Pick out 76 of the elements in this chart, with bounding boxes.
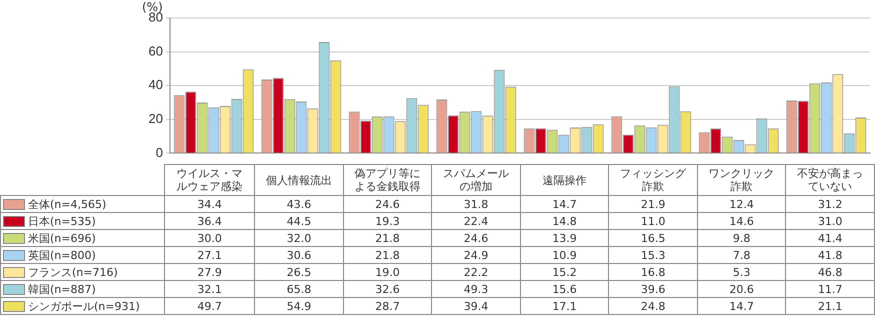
data-label: 21.1	[786, 298, 874, 314]
data-label: 21.8	[343, 246, 432, 264]
data-label: 7.8	[697, 246, 786, 264]
x-tick-label: 偽アプリ等による金銭取得	[343, 164, 432, 196]
data-label: 14.7	[697, 298, 786, 314]
data-label: 30.6	[254, 246, 344, 264]
data-label: 17.1	[520, 298, 609, 314]
y-tick-label: 40	[148, 77, 163, 92]
data-label: 15.6	[520, 280, 609, 298]
legend-label: シンガポール(n=931)	[0, 298, 165, 314]
data-label: 19.0	[343, 264, 432, 280]
data-label: 24.9	[432, 246, 520, 264]
data-label: 22.2	[432, 264, 520, 280]
data-label: 28.7	[343, 298, 432, 314]
legend-label: フランス(n=716)	[0, 264, 165, 280]
data-label: 21.9	[608, 196, 698, 212]
data-label: 10.9	[520, 246, 609, 264]
data-label: 12.4	[697, 196, 786, 212]
data-label: 15.2	[520, 264, 609, 280]
data-label: 16.8	[608, 264, 698, 280]
data-label: 14.7	[520, 196, 609, 212]
data-label: 46.8	[786, 264, 874, 280]
x-tick-label: ワンクリック詐欺	[697, 164, 786, 196]
data-label: 41.4	[786, 230, 874, 246]
data-label: 49.3	[432, 280, 520, 298]
data-label: 49.7	[164, 298, 255, 314]
legend-label: 日本(n=535)	[0, 212, 165, 230]
data-label: 31.8	[432, 196, 520, 212]
y-tick-label: 60	[148, 43, 163, 58]
data-label: 19.3	[343, 212, 432, 230]
data-label: 27.9	[164, 264, 255, 280]
data-label: 34.4	[164, 196, 255, 212]
data-label: 15.3	[608, 246, 698, 264]
data-label: 9.8	[697, 230, 786, 246]
data-label: 14.6	[697, 212, 786, 230]
data-label: 39.4	[432, 298, 520, 314]
data-label: 41.8	[786, 246, 874, 264]
x-tick-label: スパムメールの増加	[432, 164, 520, 196]
data-label: 32.0	[254, 230, 344, 246]
data-label: 36.4	[164, 212, 255, 230]
legend-label: 全体(n=4,565)	[0, 196, 165, 212]
data-label: 24.8	[608, 298, 698, 314]
data-label: 31.2	[786, 196, 874, 212]
x-tick-label: フィッシング詐欺	[608, 164, 698, 196]
y-tick-label: 20	[148, 110, 163, 126]
data-label: 65.8	[254, 280, 344, 298]
data-label: 11.7	[786, 280, 874, 298]
legend-label: 韓国(n=887)	[0, 280, 165, 298]
data-label: 11.0	[608, 212, 698, 230]
x-tick-label: 不安が高まっていない	[786, 164, 874, 196]
data-label: 24.6	[432, 230, 520, 246]
data-label: 30.0	[164, 230, 255, 246]
legend-label: 米国(n=696)	[0, 230, 165, 246]
data-label: 14.8	[520, 212, 609, 230]
data-label: 24.6	[343, 196, 432, 212]
x-tick-label: 遠隔操作	[520, 164, 609, 196]
x-tick-label: ウイルス・マルウェア感染	[164, 164, 255, 196]
data-label: 22.4	[432, 212, 520, 230]
data-label: 39.6	[608, 280, 698, 298]
data-label: 20.6	[697, 280, 786, 298]
data-label: 13.9	[520, 230, 609, 246]
y-tick-label: 0	[156, 144, 163, 160]
data-label: 32.1	[164, 280, 255, 298]
data-label: 21.8	[343, 230, 432, 246]
data-label: 27.1	[164, 246, 255, 264]
data-label: 54.9	[254, 298, 344, 314]
data-label: 16.5	[608, 230, 698, 246]
data-label: 5.3	[697, 264, 786, 280]
data-label: 32.6	[343, 280, 432, 298]
legend-label: 英国(n=800)	[0, 246, 165, 264]
data-label: 31.0	[786, 212, 874, 230]
x-tick-label: 個人情報流出	[254, 164, 344, 196]
data-label: 43.6	[254, 196, 344, 212]
y-axis-title: (%)	[142, 0, 163, 14]
data-label: 26.5	[254, 264, 344, 280]
data-label: 44.5	[254, 212, 344, 230]
